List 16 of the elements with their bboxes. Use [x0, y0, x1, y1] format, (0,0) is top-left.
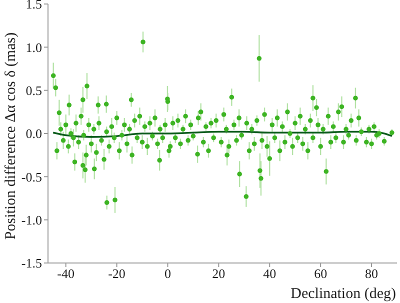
y-tick-label: 1.5 — [26, 0, 42, 12]
y-axis-title: Position difference Δα cos δ (mas) — [2, 32, 20, 240]
x-tick-label: -20 — [108, 266, 126, 282]
x-axis-title: Declination (deg) — [290, 285, 396, 303]
y-tick-label: -0.5 — [21, 169, 42, 184]
x-tick-label: 0 — [164, 266, 171, 282]
y-tick-label: -1.5 — [21, 256, 42, 271]
y-tick-label: 0.5 — [26, 82, 42, 98]
y-tick-label: 1.0 — [26, 40, 42, 55]
y-tick-label: 0.0 — [26, 126, 42, 142]
x-tick-label: 20 — [212, 266, 226, 282]
x-tick-label: 80 — [365, 266, 378, 282]
x-tick-label: -40 — [57, 266, 75, 282]
x-tick-label: 40 — [263, 266, 276, 282]
x-tick-label: 60 — [314, 266, 328, 282]
y-tick-label: -1.0 — [21, 212, 42, 228]
